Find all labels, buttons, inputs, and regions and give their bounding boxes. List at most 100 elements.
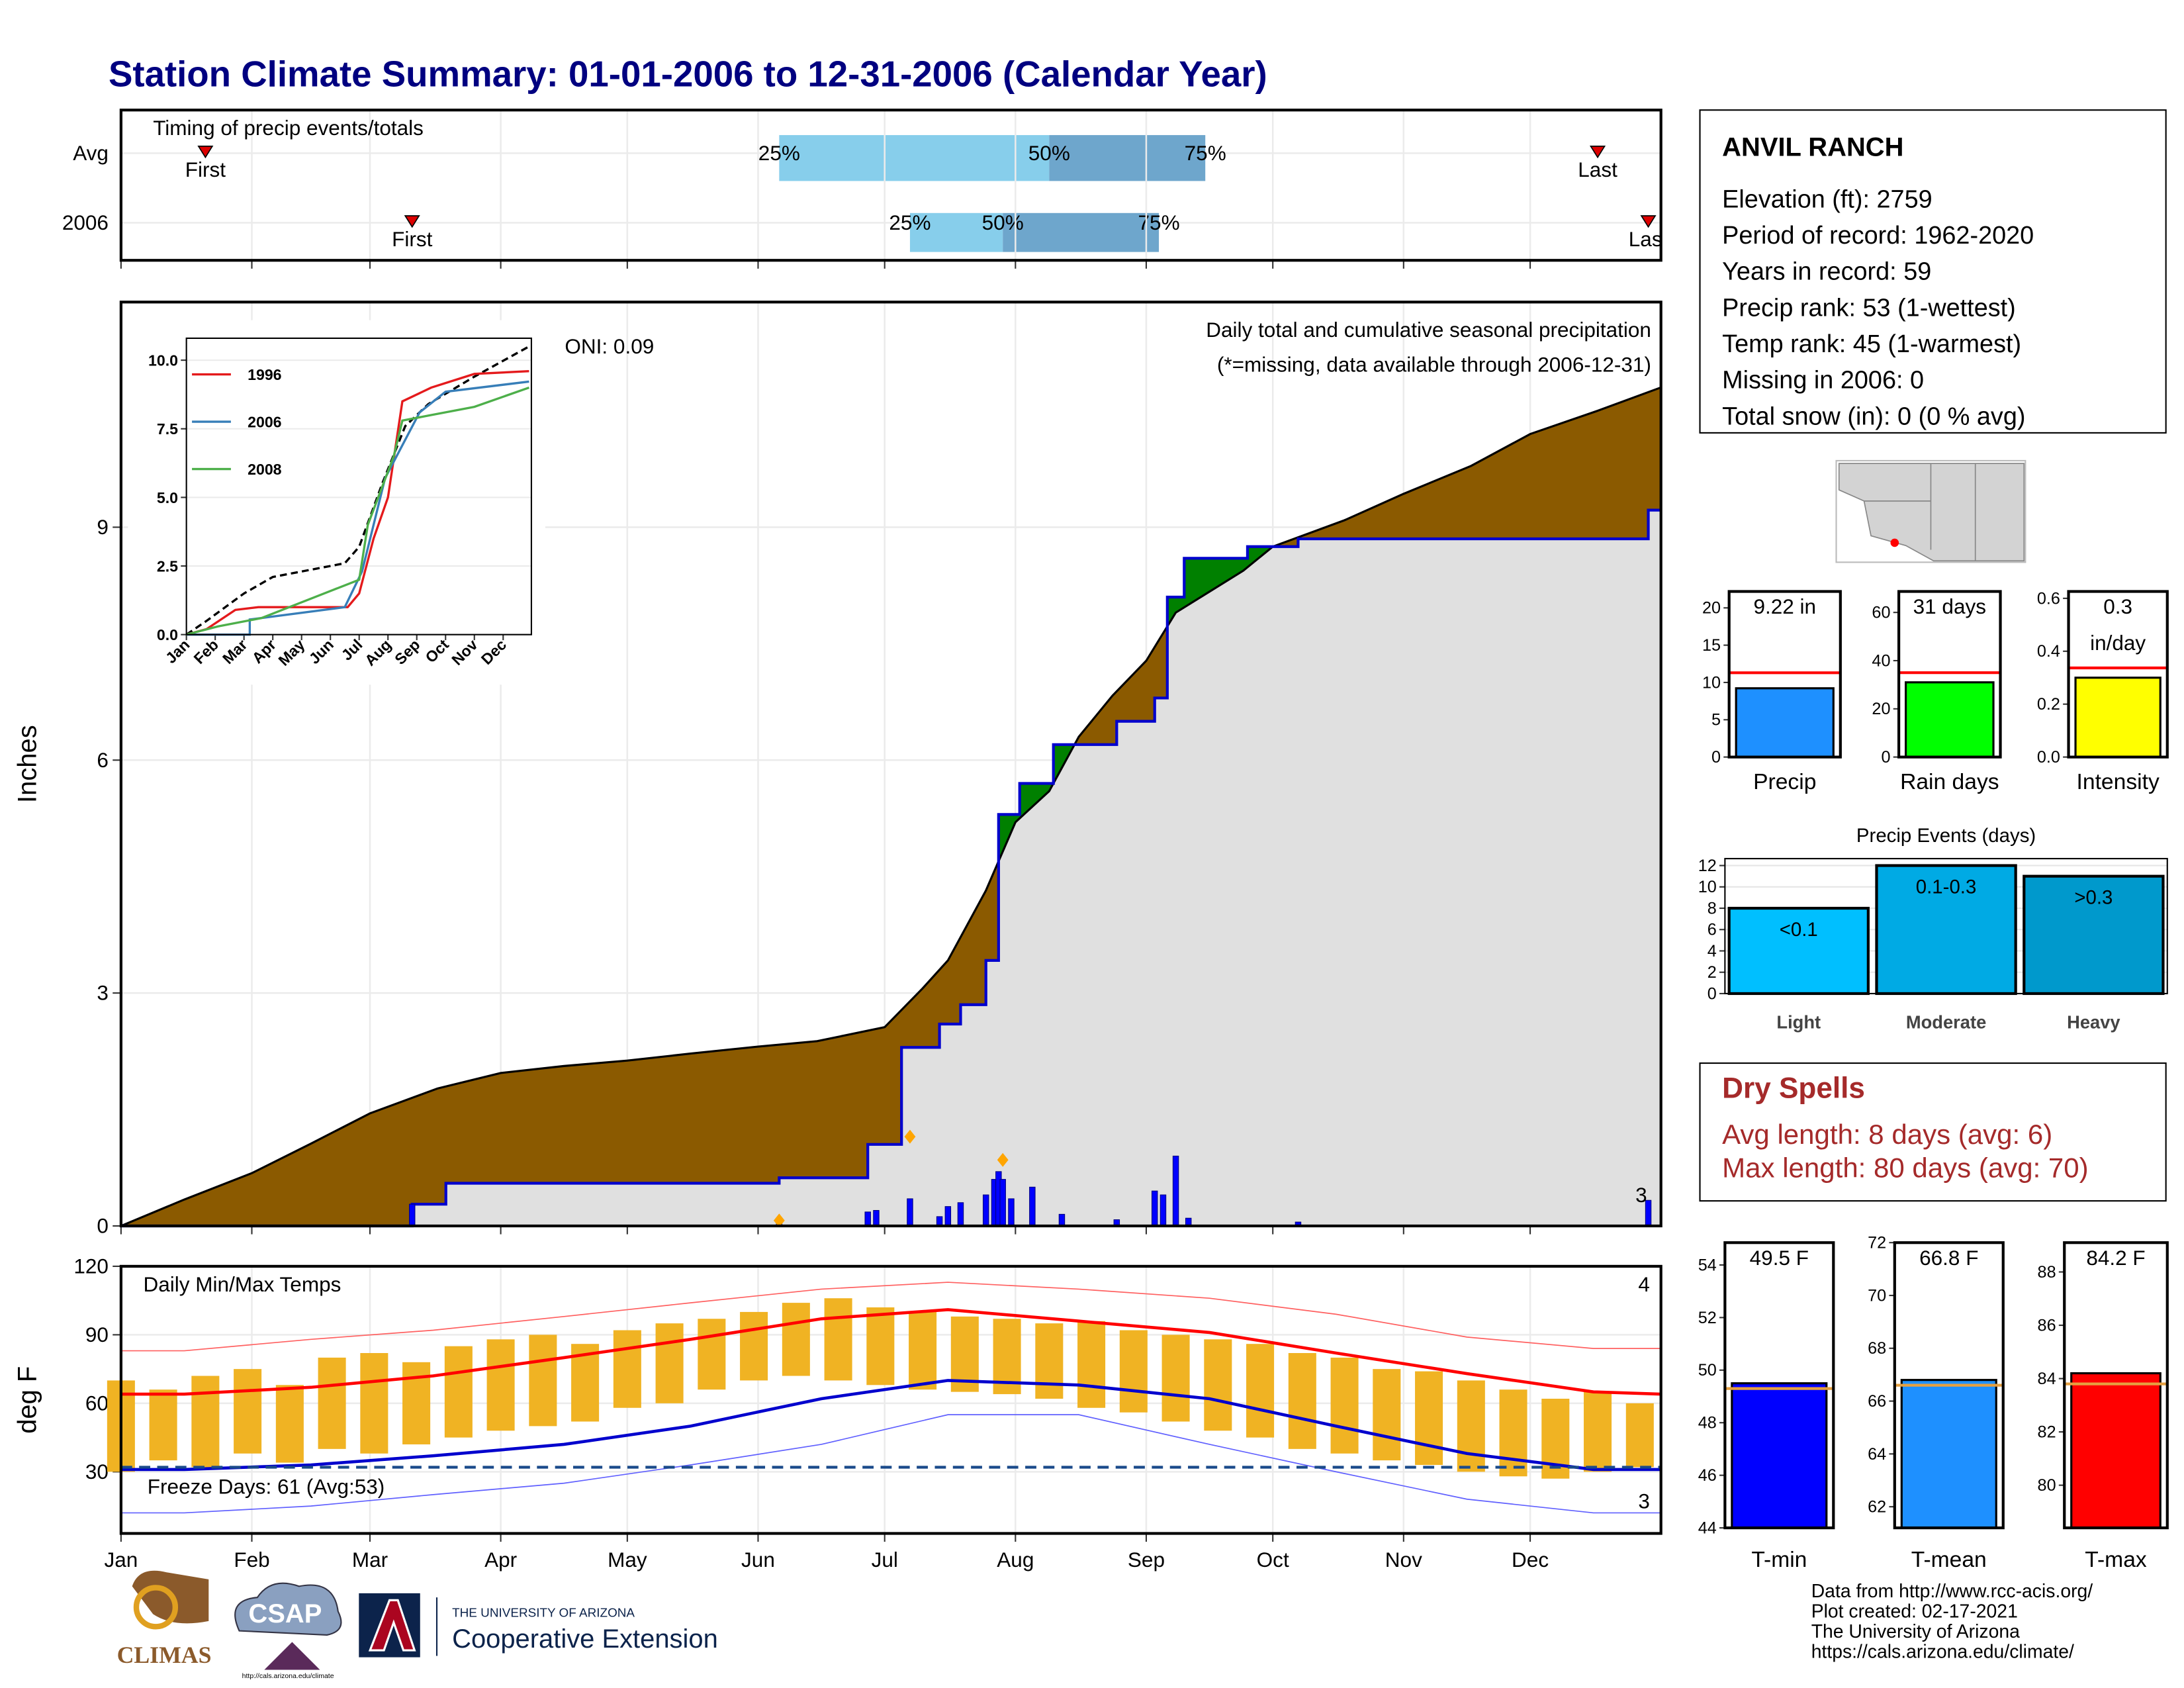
y-tick-label: 2	[1707, 963, 1717, 982]
station-info: Missing in 2006: 0	[1722, 367, 1924, 395]
daily-bar	[873, 1209, 880, 1227]
y-tick-label: 40	[1872, 651, 1890, 670]
x-tick-label: Feb	[234, 1548, 269, 1571]
daily-bar	[1029, 1186, 1036, 1227]
y-tick-label: 20	[1872, 700, 1890, 718]
locator-map	[1835, 459, 2026, 563]
dry-spells-title: Dry Spells	[1722, 1072, 1865, 1105]
event-marker	[1590, 146, 1606, 159]
temp-range-bar	[444, 1346, 473, 1438]
temp-range-bar	[1330, 1357, 1359, 1454]
temp-range-bar	[360, 1353, 388, 1454]
x-tick-label: Dec	[1512, 1548, 1549, 1571]
y-tick-label: 12	[1698, 857, 1717, 875]
value-label: 9.22 in	[1753, 594, 1816, 618]
bar	[1900, 1379, 1997, 1529]
y-tick-label: 84	[2038, 1370, 2056, 1388]
x-tick-label: May	[608, 1548, 647, 1571]
y-tick-label: 0.2	[2037, 695, 2060, 714]
daily-bar	[1172, 1155, 1179, 1227]
normal-low-line	[120, 1379, 1661, 1472]
temp-range-bar	[1373, 1369, 1401, 1461]
y-tick-label: 46	[1698, 1466, 1717, 1485]
temp-range-bar	[1288, 1353, 1316, 1449]
station-info: Precip rank: 53 (1-wettest)	[1722, 294, 2016, 322]
footer-line: The University of Arizona	[1811, 1621, 2020, 1642]
y-tick-label: 88	[2038, 1263, 2056, 1282]
x-tick-label: Jul	[872, 1548, 898, 1571]
y-tick-label: 80	[2038, 1476, 2056, 1495]
temp-range-bar	[149, 1389, 177, 1461]
bar	[1875, 864, 2017, 996]
value-label: 0.1-0.3	[1916, 876, 1977, 898]
dry-spell-info: Max length: 80 days (avg: 70)	[1722, 1152, 2089, 1183]
page-title: Station Climate Summary: 01-01-2006 to 1…	[109, 54, 1267, 95]
bar	[2074, 677, 2161, 759]
category-label: Precip	[1753, 770, 1816, 794]
value-label: 0.3 in/day	[2090, 594, 2146, 655]
temp-range-bar	[740, 1311, 768, 1381]
y-tick-label: 20	[1702, 599, 1721, 618]
y-tick-label: 0	[97, 1213, 109, 1237]
temp-range-bar	[1077, 1321, 1106, 1408]
y-tick-label: 6	[97, 748, 109, 772]
daily-bar	[999, 1179, 1006, 1227]
low-count: 3	[1638, 1489, 1650, 1513]
value-label: 49.5 F	[1750, 1246, 1809, 1270]
quartile-bar-high	[1049, 135, 1206, 181]
y-tick-label: 86	[2038, 1316, 2056, 1335]
marker	[997, 1152, 1009, 1167]
y-tick-label: 0	[1881, 748, 1890, 767]
series-line	[186, 386, 529, 636]
footer-line: Data from http://www.rcc-acis.org/	[1811, 1581, 2093, 1602]
series-line	[186, 380, 529, 636]
temp-range-bar	[318, 1357, 346, 1449]
panel-frame	[119, 301, 1662, 1228]
y-tick-label: 0.0	[2037, 748, 2060, 767]
category-label: Moderate	[1906, 1012, 1986, 1033]
temp-range-bar	[1161, 1335, 1190, 1422]
y-tick-label: 10.0	[148, 352, 178, 369]
station-info: Years in record: 59	[1722, 258, 1931, 286]
daily-bar	[907, 1198, 913, 1227]
y-tick-label: 10	[1702, 673, 1721, 692]
ua-name: THE UNIVERSITY OF ARIZONA	[452, 1607, 635, 1620]
coop-ext: Cooperative Extension	[452, 1624, 718, 1654]
temp-range-bar	[1625, 1403, 1654, 1468]
x-tick-label: Aug	[997, 1548, 1034, 1571]
y-tick-label: 60	[85, 1391, 109, 1415]
y-tick-label: 6	[1707, 921, 1717, 939]
quartile-label: 25%	[758, 141, 800, 165]
temp-range-bar	[1457, 1380, 1485, 1472]
value-label: >0.3	[2074, 887, 2113, 909]
csap-logo: CSAP	[248, 1599, 322, 1628]
y-tick-label: 8	[1707, 899, 1717, 917]
temp-range-bar	[866, 1307, 895, 1385]
panel-frame	[2067, 590, 2169, 759]
value-label: 31 days	[1913, 594, 1986, 618]
quartile-label: 50%	[1028, 141, 1070, 165]
category-label: T-mean	[1911, 1548, 1987, 1572]
daily-bar	[1160, 1194, 1167, 1227]
map-land	[1838, 463, 2025, 562]
temp-range-bar	[191, 1376, 220, 1468]
y-tick-label: 3	[97, 981, 109, 1005]
value-label: <0.1	[1780, 919, 1818, 941]
daily-bar	[936, 1216, 943, 1227]
temp-range-bar	[1246, 1344, 1275, 1438]
y-tick-label: 68	[1868, 1339, 1886, 1358]
y-tick-label: 82	[2038, 1423, 2056, 1442]
event-marker	[197, 146, 214, 159]
panel-frame	[2063, 1241, 2169, 1530]
csap-mountain	[264, 1642, 320, 1670]
y-tick-label: 50	[1698, 1361, 1717, 1380]
annotation: (*=missing, data available through 2006-…	[1217, 352, 1651, 376]
y-tick-label: 52	[1698, 1309, 1717, 1327]
value-label: 66.8 F	[1919, 1246, 1978, 1270]
dry-spells-box	[1699, 1062, 2167, 1202]
legend-label: 1996	[248, 366, 282, 383]
y-tick-label: 0	[1711, 748, 1721, 767]
bar	[1735, 687, 1835, 759]
